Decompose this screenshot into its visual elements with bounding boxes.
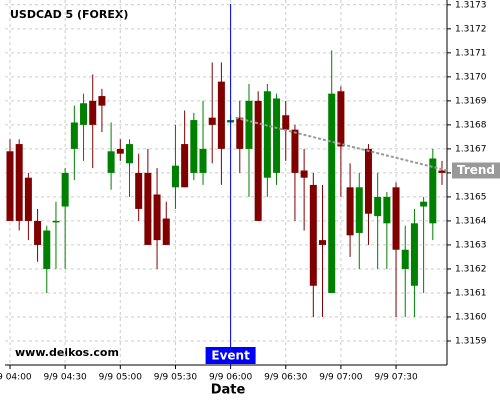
candle-body [282,115,290,130]
event-label: Event [211,349,250,363]
candle-body [70,122,78,149]
event-label-box [205,347,256,364]
trend-line [235,116,448,172]
candle-body [410,223,418,286]
candle-body [98,96,106,106]
candle-body [401,249,409,269]
candle-body [355,187,363,233]
x-tick-label: 9/9 06:30 [264,373,308,383]
trend-label-box [452,162,500,179]
y-tick-label: 1.3173 [455,0,487,10]
watermark: www.delkos.com [15,346,119,359]
candle-body [153,194,161,241]
candle-body [374,196,382,217]
y-tick-label: 1.3164 [455,216,487,226]
candle-body [52,220,60,223]
candle-body [43,230,51,269]
y-tick-label: 1.3167 [455,144,487,154]
y-tick-label: 1.3163 [455,240,487,250]
candle-body [15,144,23,221]
candle-body [125,144,133,164]
candle-body [337,91,345,147]
trend-label: Trend [457,163,495,177]
candle-body [236,117,244,149]
candle-body [438,170,446,173]
x-axis-title: Date [211,383,246,398]
candle-body [420,201,428,207]
candle-body [61,172,69,207]
candle-body [34,220,42,245]
x-tick-label: 9/9 04:30 [44,373,88,383]
y-tick-label: 1.3165 [455,192,487,202]
candle-body [162,218,170,245]
candle-body [135,172,143,209]
candle-body [245,100,253,149]
x-tick-label: 9/9 07:30 [374,373,418,383]
y-tick-label: 1.3161 [455,288,487,298]
candle-body [24,177,32,221]
candle-body [319,240,327,245]
candle-body [80,103,88,125]
candle-body [383,196,391,224]
candle-body [6,151,14,221]
candle-body [263,91,271,178]
x-tick-label: 9/9 06:00 [209,373,253,383]
candle-body [190,120,198,173]
candle-body [392,187,400,250]
candle-body [291,129,299,173]
candle-body [429,158,437,224]
candle-body [89,100,97,125]
candle-body [346,187,354,236]
x-tick-label: 9/9 05:30 [154,373,198,383]
candle-body [116,148,124,154]
x-tick-label: 9/9 04:00 [0,373,32,383]
candle-body [217,81,225,149]
y-tick-label: 1.3171 [455,48,487,58]
candle-body [144,172,152,245]
y-tick-label: 1.3172 [455,24,487,34]
candle-body [309,184,317,286]
y-tick-label: 1.3159 [455,336,487,346]
candle-body [181,144,189,188]
candle-body [273,98,281,173]
candle-body [300,170,308,178]
candle-body [328,93,336,293]
candle-body [107,151,115,173]
candle-body [254,100,262,221]
candle-body [199,148,207,173]
y-tick-label: 1.3169 [455,96,487,106]
chart-title: USDCAD 5 (FOREX) [10,8,128,21]
y-tick-label: 1.3160 [455,312,487,322]
x-tick-label: 9/9 07:00 [319,373,363,383]
y-tick-label: 1.3170 [455,72,487,82]
y-tick-label: 1.3168 [455,120,487,130]
candle-body [171,165,179,188]
x-tick-label: 9/9 05:00 [99,373,143,383]
y-tick-label: 1.3162 [455,264,487,274]
candle-body [208,117,216,125]
candle-body [364,148,372,214]
